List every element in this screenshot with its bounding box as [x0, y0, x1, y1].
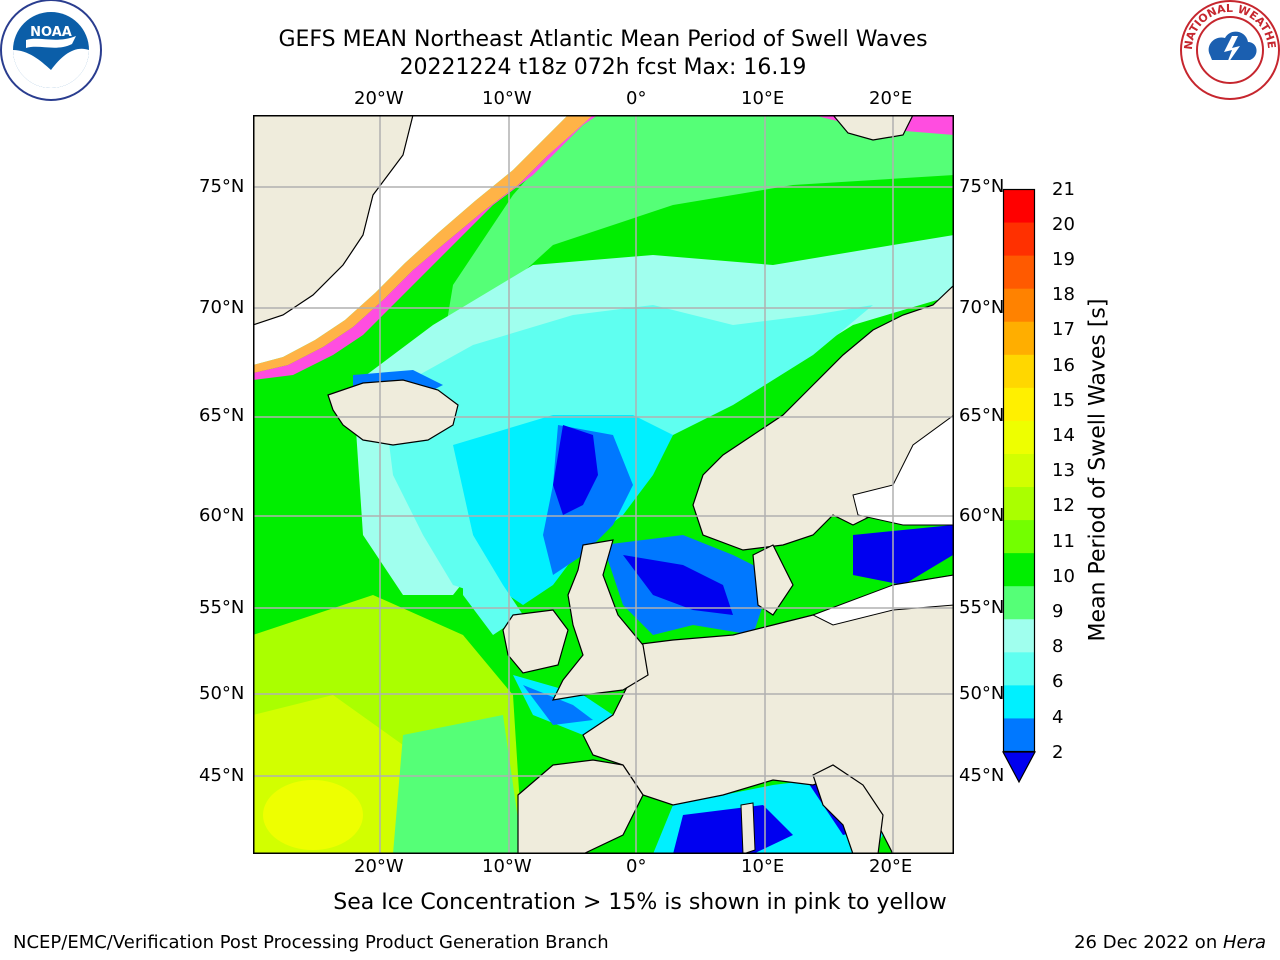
colorbar-tick-label: 16 — [1052, 355, 1075, 376]
iberia — [517, 759, 644, 854]
denmark — [752, 544, 794, 616]
colorbar-tick-label: 13 — [1052, 460, 1075, 481]
colorbar-band — [1003, 652, 1035, 686]
swell-zone-below-2s — [553, 425, 598, 515]
colorbar-band — [1003, 387, 1035, 422]
colorbar-tick-label: 8 — [1052, 636, 1064, 657]
lon-label-bottom: 10°E — [741, 856, 785, 877]
colorbar-tick-label: 12 — [1052, 495, 1075, 516]
colorbar-tick-label: 21 — [1052, 179, 1075, 200]
lat-label-left: 50°N — [199, 683, 245, 704]
lat-label-right: 65°N — [959, 405, 1005, 426]
swell-period-map — [253, 115, 954, 854]
svg-text:NOAA: NOAA — [30, 25, 72, 40]
sea-ice-edge — [253, 115, 598, 380]
colorbar-band — [1003, 553, 1035, 587]
nws-logo: NATIONAL WEATHER SERVICE — [1180, 0, 1280, 100]
lon-label-bottom: 0° — [626, 856, 647, 877]
colorbar-band — [1003, 420, 1035, 455]
lon-label-top: 20°W — [354, 88, 404, 109]
corsica-sardinia — [740, 802, 756, 854]
colorbar-band — [1003, 520, 1035, 554]
graticule — [253, 115, 954, 854]
baltic-below-2s — [853, 525, 953, 585]
map-frame — [253, 115, 954, 854]
sea-ice-edge-yellow — [253, 115, 593, 373]
lon-label-top: 0° — [626, 88, 647, 109]
colorbar-band — [1003, 685, 1035, 719]
swell-zone-6s-b — [463, 495, 523, 635]
lat-label-right: 75°N — [959, 176, 1005, 197]
map-subtitle: 20221224 t18z 072h fcst Max: 16.19 — [399, 55, 807, 80]
lon-label-bottom: 20°E — [869, 856, 913, 877]
colorbar-band — [1003, 354, 1035, 389]
colorbar-title: Mean Period of Swell Waves [s] — [1085, 298, 1111, 642]
colorbar-tick-label: 15 — [1052, 390, 1075, 411]
colorbar-tick-label: 9 — [1052, 601, 1064, 622]
noaa-logo: NOAA — [0, 0, 102, 101]
swell-zone-14s — [263, 780, 363, 850]
lon-label-top: 10°E — [741, 88, 785, 109]
lat-label-left: 55°N — [199, 597, 245, 618]
colorbar-band — [1003, 222, 1035, 257]
footer-date: 26 Dec 2022 on Hera — [1074, 932, 1266, 953]
colorbar-band — [1003, 718, 1035, 752]
med-below-2s — [673, 805, 793, 854]
lon-label-bottom: 10°W — [482, 856, 532, 877]
colorbar-band — [1003, 288, 1035, 323]
lat-label-left: 65°N — [199, 405, 245, 426]
ireland — [502, 609, 569, 674]
greenland — [253, 115, 414, 326]
colorbar-band — [1003, 487, 1035, 521]
lat-label-right: 70°N — [959, 297, 1005, 318]
lat-label-right: 55°N — [959, 597, 1005, 618]
swell-zone-north-9s — [443, 115, 954, 345]
colorbar-tick-label: 2 — [1052, 742, 1064, 763]
biscay-2s — [523, 685, 593, 725]
lat-label-left: 75°N — [199, 176, 245, 197]
colorbar-tick-label: 6 — [1052, 671, 1064, 692]
colorbar-band — [1003, 189, 1035, 224]
colorbar-band — [1003, 586, 1035, 620]
lon-label-top: 10°W — [482, 88, 532, 109]
footer-host: Hera — [1222, 932, 1266, 953]
colorbar-band — [1003, 619, 1035, 653]
colorbar-tick-label: 14 — [1052, 425, 1075, 446]
colorbar-tick-label: 20 — [1052, 214, 1075, 235]
italy — [812, 764, 884, 854]
lat-label-left: 45°N — [199, 765, 245, 786]
colorbar-band — [1003, 321, 1035, 356]
colorbar-tick-label: 4 — [1052, 707, 1064, 728]
lat-label-right: 45°N — [959, 765, 1005, 786]
colorbar-tick-label: 19 — [1052, 249, 1075, 270]
map-title: GEFS MEAN Northeast Atlantic Mean Period… — [278, 27, 928, 52]
colorbar-tick-label: 11 — [1052, 531, 1075, 552]
north-sea-below-2s — [623, 555, 733, 615]
colorbar-extend-arrow — [1002, 751, 1036, 784]
lat-label-right: 60°N — [959, 505, 1005, 526]
great-britain — [551, 539, 649, 701]
colorbar — [1002, 188, 1036, 784]
colorbar-tick-label: 18 — [1052, 284, 1075, 305]
sea-ice-caption: Sea Ice Concentration > 15% is shown in … — [333, 890, 947, 915]
lon-label-top: 20°E — [869, 88, 913, 109]
lat-label-left: 60°N — [199, 505, 245, 526]
colorbar-band — [1003, 453, 1035, 488]
lat-label-right: 50°N — [959, 683, 1005, 704]
colorbar-tick-label: 10 — [1052, 566, 1075, 587]
swell-zone-9s — [393, 715, 523, 854]
iceland — [327, 379, 459, 446]
colorbar-tick-label: 17 — [1052, 319, 1075, 340]
footer-credit: NCEP/EMC/Verification Post Processing Pr… — [13, 932, 609, 953]
lon-label-bottom: 20°W — [354, 856, 404, 877]
footer-date-text: 26 Dec 2022 on — [1074, 932, 1223, 953]
lat-label-left: 70°N — [199, 297, 245, 318]
colorbar-frame — [1002, 188, 1036, 753]
colorbar-band — [1003, 255, 1035, 290]
